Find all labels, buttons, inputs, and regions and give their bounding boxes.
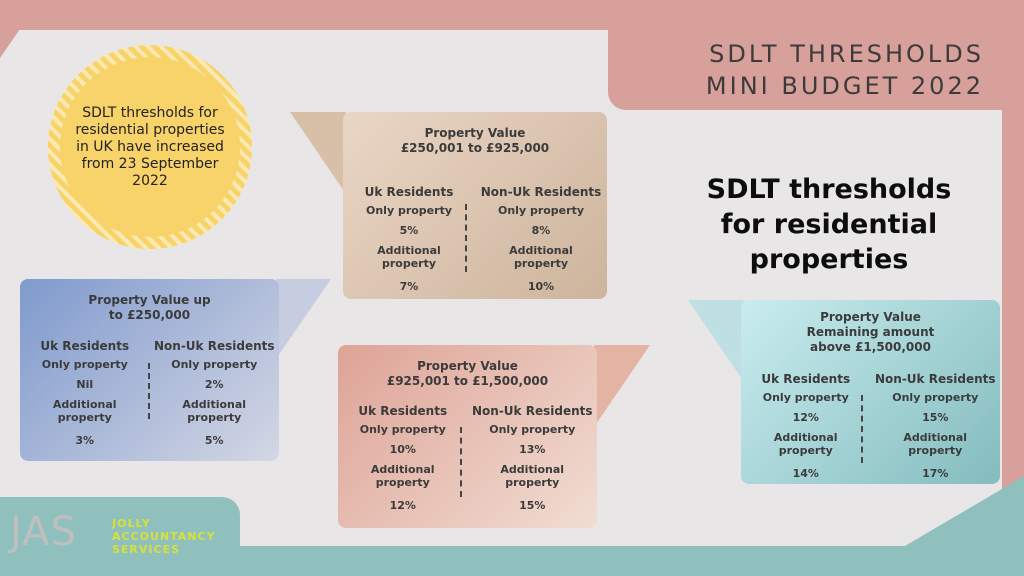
uk-only-value: 5%	[399, 224, 419, 237]
badge-text: SDLT thresholds for residential properti…	[75, 104, 225, 189]
non-uk-residents-label: Non-Uk Residents	[480, 185, 602, 199]
bottom-right-accent	[854, 476, 1024, 576]
non-uk-additional-value: 17%	[922, 467, 949, 480]
card-title: above £1,500,000	[810, 340, 931, 354]
non-uk-only-value: 8%	[531, 224, 551, 237]
card-title: Property Value	[820, 310, 921, 324]
uk-only-value: Nil	[76, 378, 94, 391]
top-left-accent	[0, 0, 40, 58]
non-uk-additional-value: 5%	[204, 434, 224, 447]
card-title: Property Value	[417, 359, 518, 373]
card-2-flag	[290, 112, 346, 194]
card-250k-to-925k: Property Value £250,001 to £925,000 Uk R…	[343, 112, 607, 299]
non-uk-residents-label: Non-Uk Residents	[472, 404, 593, 418]
card-925k-to-1500k: Property Value £925,001 to £1,500,000 Uk…	[338, 345, 597, 528]
card-3-flag	[594, 345, 650, 427]
uk-additional-value: 7%	[399, 280, 419, 293]
column-divider	[148, 363, 150, 419]
card-title: to £250,000	[108, 308, 191, 322]
column-divider	[460, 427, 462, 497]
card-above-1500k: Property Value Remaining amount above £1…	[741, 300, 1000, 484]
card-title: £250,001 to £925,000	[400, 141, 550, 155]
card-4-flag	[688, 300, 744, 382]
uk-residents-label: Uk Residents	[358, 404, 448, 418]
non-uk-additional-value: 10%	[527, 280, 555, 293]
non-uk-only-value: 15%	[922, 411, 949, 424]
card-title: Property Value	[424, 126, 526, 140]
card-title: Property Value up	[88, 293, 211, 307]
uk-additional-value: 12%	[389, 499, 416, 512]
logo-text: JOLLY ACCOUNTANCY SERVICES	[112, 517, 216, 556]
card-up-to-250k: Property Value up to £250,000 Uk Residen…	[20, 279, 279, 461]
uk-only-value: 12%	[792, 411, 819, 424]
logo-mark: JAS	[10, 509, 77, 555]
top-border	[0, 0, 1024, 30]
uk-residents-label: Uk Residents	[761, 372, 851, 386]
card-title: Remaining amount	[806, 325, 935, 339]
non-uk-only-value: 2%	[204, 378, 224, 391]
uk-additional-value: 3%	[75, 434, 95, 447]
info-badge: SDLT thresholds for residential properti…	[48, 45, 252, 249]
uk-only-value: 10%	[389, 443, 416, 456]
uk-residents-label: Uk Residents	[364, 185, 454, 199]
header-banner: SDLT THRESHOLDS MINI BUDGET 2022	[608, 30, 1002, 110]
header-line-2: MINI BUDGET 2022	[705, 72, 984, 100]
column-divider	[465, 204, 467, 272]
non-uk-additional-value: 15%	[519, 499, 546, 512]
main-title: SDLT thresholds for residential properti…	[706, 174, 952, 275]
header-line-1: SDLT THRESHOLDS	[709, 40, 984, 68]
card-title: £925,001 to £1,500,000	[386, 374, 549, 388]
company-logo: JAS JOLLY ACCOUNTANCY SERVICES	[0, 497, 240, 576]
right-border	[1002, 0, 1024, 576]
non-uk-only-value: 13%	[519, 443, 546, 456]
uk-additional-value: 14%	[792, 467, 819, 480]
non-uk-residents-label: Non-Uk Residents	[154, 339, 275, 353]
uk-residents-label: Uk Residents	[40, 339, 130, 353]
non-uk-residents-label: Non-Uk Residents	[875, 372, 996, 386]
column-divider	[861, 395, 863, 463]
card-1-flag	[276, 279, 331, 359]
